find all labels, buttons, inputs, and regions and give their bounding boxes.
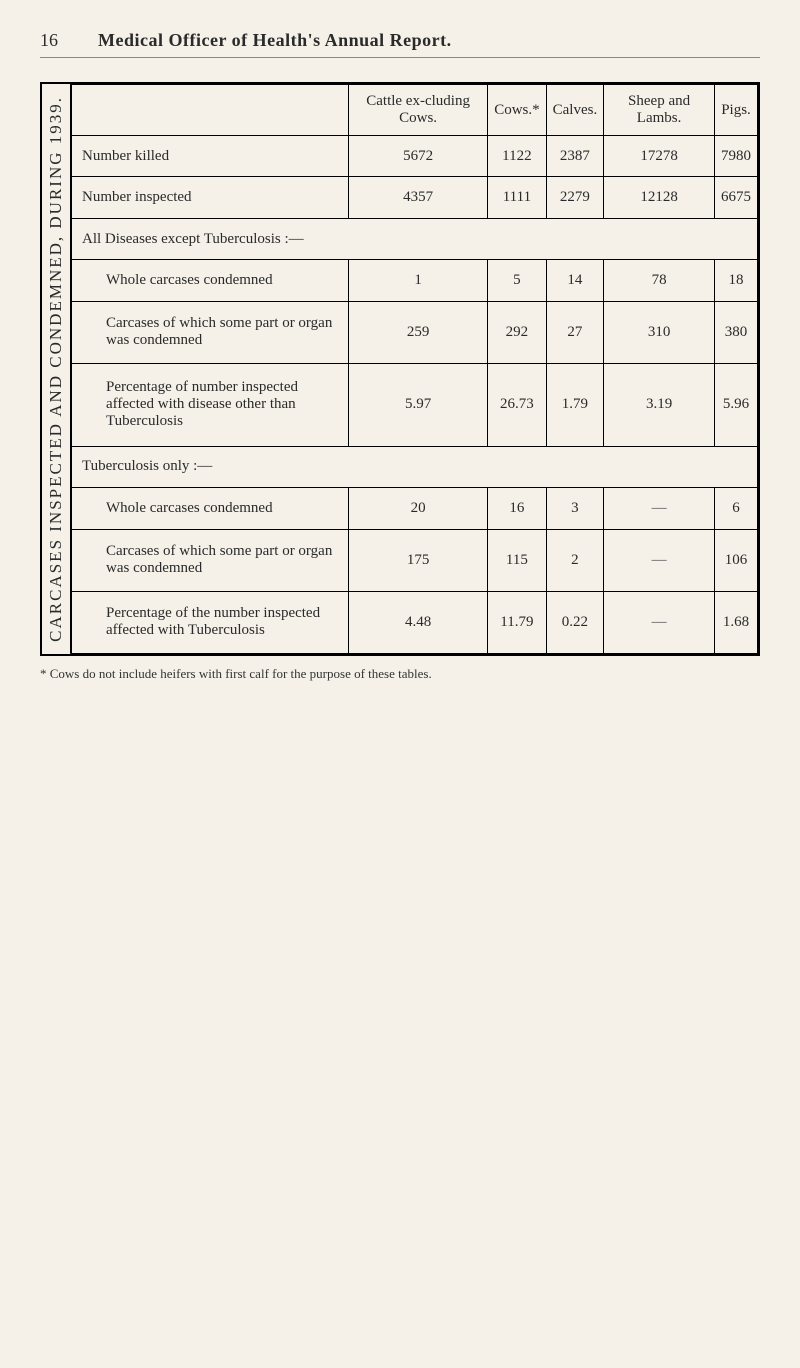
cell: 3 <box>546 488 604 529</box>
section-b-title: Tuberculosis only :— <box>72 446 758 487</box>
cell: 7980 <box>714 136 757 177</box>
cell: 0.22 <box>546 591 604 653</box>
cell: 5672 <box>349 136 488 177</box>
cell: 78 <box>604 260 715 301</box>
cell: 17278 <box>604 136 715 177</box>
label-killed: Number killed <box>72 136 349 177</box>
cell: — <box>604 591 715 653</box>
cell: 175 <box>349 529 488 591</box>
cell: 2 <box>546 529 604 591</box>
cell: 2387 <box>546 136 604 177</box>
cell: 6675 <box>714 177 757 218</box>
label-a-2: Carcases of which some part or organ was… <box>72 301 349 363</box>
cell: 115 <box>488 529 546 591</box>
table-caption: CARCASES INSPECTED AND CONDEMNED, DURING… <box>42 84 71 654</box>
row-a-1: Whole carcases condemned 1 5 14 78 18 <box>72 260 758 301</box>
col-pigs: Pigs. <box>714 85 757 136</box>
page-header: 16 Medical Officer of Health's Annual Re… <box>40 30 760 58</box>
running-title: Medical Officer of Health's Annual Repor… <box>98 30 452 51</box>
row-b-3: Percentage of the number inspected affec… <box>72 591 758 653</box>
page-number: 16 <box>40 30 58 51</box>
col-sheep: Sheep and Lambs. <box>604 85 715 136</box>
row-a-2: Carcases of which some part or organ was… <box>72 301 758 363</box>
cell: 1122 <box>488 136 546 177</box>
cell: 4357 <box>349 177 488 218</box>
table-container: CARCASES INSPECTED AND CONDEMNED, DURING… <box>40 82 760 656</box>
cell: 259 <box>349 301 488 363</box>
cell: 26.73 <box>488 363 546 446</box>
row-killed: Number killed 5672 1122 2387 17278 7980 <box>72 136 758 177</box>
cell: 380 <box>714 301 757 363</box>
footnote: * Cows do not include heifers with first… <box>40 666 760 682</box>
blank-corner <box>72 85 349 136</box>
label-b-1: Whole carcases condemned <box>72 488 349 529</box>
section-b-title-row: Tuberculosis only :— <box>72 446 758 487</box>
row-inspected: Number inspected 4357 1111 2279 12128 66… <box>72 177 758 218</box>
cell: 20 <box>349 488 488 529</box>
table-header-row: Cattle ex-cluding Cows. Cows.* Calves. S… <box>72 85 758 136</box>
section-a-title-row: All Diseases except Tuberculosis :— <box>72 218 758 259</box>
cell: 27 <box>546 301 604 363</box>
col-cattle: Cattle ex-cluding Cows. <box>349 85 488 136</box>
cell: 14 <box>546 260 604 301</box>
cell: 106 <box>714 529 757 591</box>
cell: 4.48 <box>349 591 488 653</box>
cell: 1.68 <box>714 591 757 653</box>
cell: — <box>604 529 715 591</box>
row-b-1: Whole carcases condemned 20 16 3 — 6 <box>72 488 758 529</box>
data-table: Cattle ex-cluding Cows. Cows.* Calves. S… <box>71 84 758 654</box>
col-calves: Calves. <box>546 85 604 136</box>
cell: 1 <box>349 260 488 301</box>
cell: 3.19 <box>604 363 715 446</box>
cell: 11.79 <box>488 591 546 653</box>
label-b-3: Percentage of the number inspected affec… <box>72 591 349 653</box>
col-cows: Cows.* <box>488 85 546 136</box>
cell: 2279 <box>546 177 604 218</box>
cell: 16 <box>488 488 546 529</box>
cell: 5.96 <box>714 363 757 446</box>
label-a-3: Percentage of number inspected affected … <box>72 363 349 446</box>
section-a-title: All Diseases except Tuberculosis :— <box>72 218 758 259</box>
cell: 5 <box>488 260 546 301</box>
cell: 310 <box>604 301 715 363</box>
label-inspected: Number inspected <box>72 177 349 218</box>
cell: 12128 <box>604 177 715 218</box>
cell: 1.79 <box>546 363 604 446</box>
cell: 5.97 <box>349 363 488 446</box>
label-a-1: Whole carcases condemned <box>72 260 349 301</box>
cell: — <box>604 488 715 529</box>
label-b-2: Carcases of which some part or organ was… <box>72 529 349 591</box>
cell: 6 <box>714 488 757 529</box>
row-a-3: Percentage of number inspected affected … <box>72 363 758 446</box>
row-b-2: Carcases of which some part or organ was… <box>72 529 758 591</box>
cell: 18 <box>714 260 757 301</box>
cell: 292 <box>488 301 546 363</box>
cell: 1111 <box>488 177 546 218</box>
